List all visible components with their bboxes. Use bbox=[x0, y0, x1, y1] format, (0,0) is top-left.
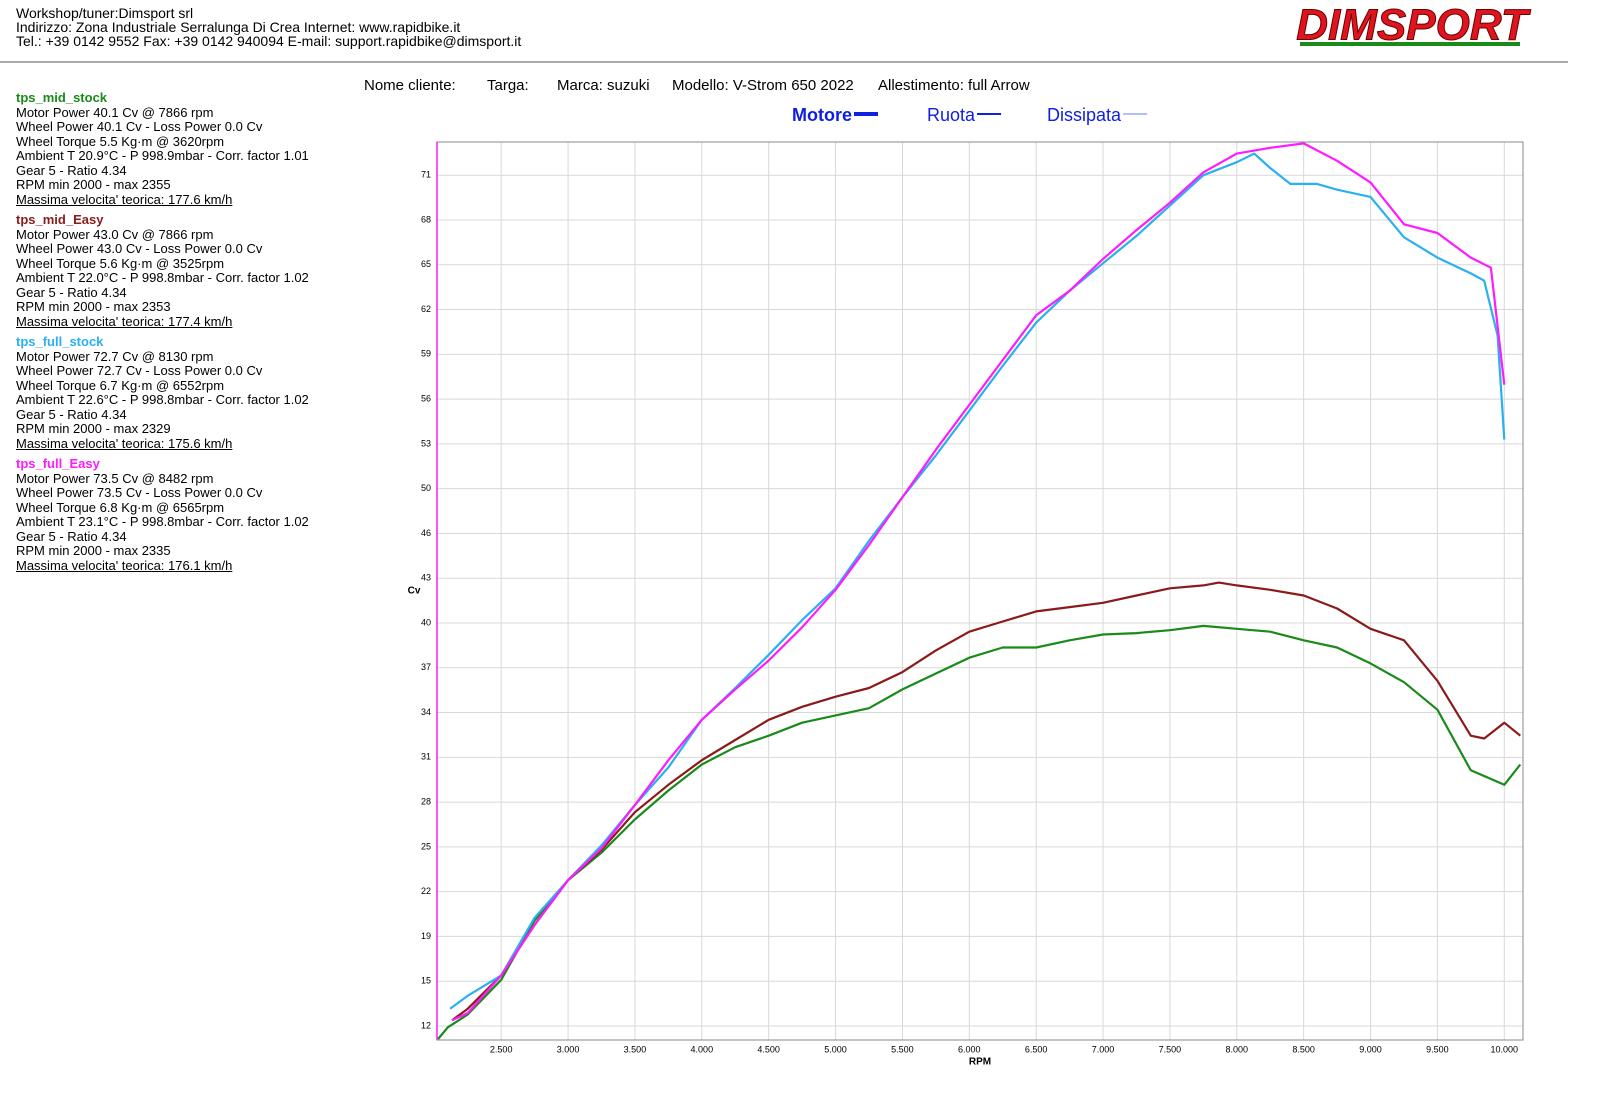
series-info: Ambient T 22.0°C - P 998.8mbar - Corr. f… bbox=[16, 270, 309, 285]
y-tick-label: 25 bbox=[421, 841, 431, 851]
x-tick-label: 3.000 bbox=[557, 1044, 580, 1054]
series-info: Wheel Power 73.5 Cv - Loss Power 0.0 Cv bbox=[16, 485, 263, 500]
series-info: Gear 5 - Ratio 4.34 bbox=[16, 162, 127, 178]
y-tick-label: 15 bbox=[421, 976, 431, 986]
y-tick-label: 40 bbox=[421, 617, 431, 627]
power-curve bbox=[449, 152, 1506, 1010]
x-tick-label: 8.000 bbox=[1226, 1044, 1249, 1054]
y-axis-title: Cv bbox=[408, 586, 421, 597]
x-tick-label: 6.000 bbox=[958, 1044, 981, 1054]
header-line: Indirizzo: Zona Industriale Serralunga D… bbox=[16, 19, 461, 35]
y-tick-label: 37 bbox=[421, 662, 431, 672]
power-curve bbox=[451, 581, 1521, 1022]
series-info: Wheel Torque 5.5 Kg·m @ 3620rpm bbox=[16, 133, 225, 149]
x-axis-title: RPM bbox=[969, 1057, 991, 1068]
series-info: Wheel Torque 5.6 Kg·m @ 3525rpm bbox=[16, 255, 225, 271]
y-tick-label: 65 bbox=[421, 259, 431, 269]
series-title: tps_mid_Easy bbox=[16, 212, 104, 227]
vehicle-field: Allestimento: full Arrow bbox=[878, 77, 1030, 94]
y-tick-label: 68 bbox=[421, 214, 431, 224]
y-tick-label: 28 bbox=[421, 796, 431, 806]
header: Workshop/tuner:Dimsport srl Indirizzo: Z… bbox=[16, 6, 521, 48]
series-title: tps_full_stock bbox=[16, 334, 104, 349]
y-tick-label: 71 bbox=[421, 170, 431, 180]
x-tick-label: 4.500 bbox=[757, 1044, 780, 1054]
series-info: Wheel Power 72.7 Cv - Loss Power 0.0 Cv bbox=[16, 363, 263, 378]
y-tick-label: 53 bbox=[421, 438, 431, 448]
vehicle-field: Nome cliente: bbox=[364, 77, 456, 94]
vehicle-field: Marca: suzuki bbox=[557, 77, 650, 94]
series-info: Wheel Power 40.1 Cv - Loss Power 0.0 Cv bbox=[16, 119, 263, 134]
x-tick-label: 9.500 bbox=[1426, 1044, 1449, 1054]
series-info: Motor Power 72.7 Cv @ 8130 rpm bbox=[16, 348, 214, 364]
curve-type-label: Dissipata bbox=[1047, 105, 1122, 125]
series-info: Ambient T 23.1°C - P 998.8mbar - Corr. f… bbox=[16, 514, 309, 529]
x-tick-label: 5.500 bbox=[891, 1044, 914, 1054]
series-info: Gear 5 - Ratio 4.34 bbox=[16, 406, 127, 422]
series-info: RPM min 2000 - max 2329 bbox=[16, 421, 171, 436]
x-tick-label: 7.000 bbox=[1092, 1044, 1115, 1054]
series-info: RPM min 2000 - max 2355 bbox=[16, 177, 171, 192]
series-info: Ambient T 20.9°C - P 998.9mbar - Corr. f… bbox=[16, 148, 309, 163]
x-tick-label: 3.500 bbox=[624, 1044, 647, 1054]
y-tick-label: 46 bbox=[421, 528, 431, 538]
series-info: Motor Power 73.5 Cv @ 8482 rpm bbox=[16, 470, 214, 486]
series-title: tps_mid_stock bbox=[16, 90, 108, 105]
header-line: Tel.: +39 0142 9552 Fax: +39 0142 940094… bbox=[16, 33, 522, 49]
logo-stripe bbox=[1300, 42, 1520, 46]
series-info: Gear 5 - Ratio 4.34 bbox=[16, 528, 127, 544]
series-info: Massima velocita' teorica: 177.6 km/h bbox=[16, 191, 233, 207]
series-info: Wheel Power 43.0 Cv - Loss Power 0.0 Cv bbox=[16, 241, 263, 256]
x-tick-label: 4.000 bbox=[691, 1044, 714, 1054]
curve-type-label: Motore bbox=[792, 105, 852, 125]
y-tick-label: 62 bbox=[421, 304, 431, 314]
series-info: Massima velocita' teorica: 177.4 km/h bbox=[16, 313, 233, 329]
info-panel: tps_mid_stock Motor Power 40.1 Cv @ 7866 … bbox=[16, 90, 309, 579]
series-info: Wheel Torque 6.8 Kg·m @ 6565rpm bbox=[16, 499, 225, 515]
logo: DIMSPORT bbox=[1296, 1, 1531, 50]
x-tick-label: 10.000 bbox=[1491, 1044, 1519, 1054]
y-tick-label: 50 bbox=[421, 483, 431, 493]
power-curve bbox=[437, 624, 1522, 1040]
y-tick-label: 12 bbox=[421, 1020, 431, 1030]
series-info: Massima velocita' teorica: 175.6 km/h bbox=[16, 435, 233, 451]
series-title: tps_full_Easy bbox=[16, 456, 100, 471]
y-tick-label: 19 bbox=[421, 931, 431, 941]
x-tick-label: 7.500 bbox=[1159, 1044, 1182, 1054]
x-tick-label: 5.000 bbox=[824, 1044, 847, 1054]
plot-frame bbox=[436, 141, 1524, 1041]
x-tick-label: 8.500 bbox=[1292, 1044, 1315, 1054]
y-tick-label: 31 bbox=[421, 752, 431, 762]
x-tick-label: 6.500 bbox=[1025, 1044, 1048, 1054]
series-info: Motor Power 43.0 Cv @ 7866 rpm bbox=[16, 226, 214, 242]
header-line: Workshop/tuner:Dimsport srl bbox=[16, 5, 194, 21]
power-curve bbox=[451, 142, 1506, 1022]
y-tick-label: 22 bbox=[421, 886, 431, 896]
series-info: Motor Power 40.1 Cv @ 7866 rpm bbox=[16, 104, 214, 120]
series-info: RPM min 2000 - max 2335 bbox=[16, 543, 171, 558]
x-tick-label: 2.500 bbox=[490, 1044, 513, 1054]
y-tick-label: 43 bbox=[421, 573, 431, 583]
y-tick-label: 34 bbox=[421, 707, 431, 717]
series-info: Gear 5 - Ratio 4.34 bbox=[16, 284, 127, 300]
curve-type-label: Ruota bbox=[927, 105, 976, 125]
series-info: Ambient T 22.6°C - P 998.8mbar - Corr. f… bbox=[16, 392, 309, 407]
vehicle-field: Targa: bbox=[487, 77, 529, 94]
vehicle-field: Modello: V-Strom 650 2022 bbox=[672, 77, 854, 94]
y-tick-label: 56 bbox=[421, 393, 431, 403]
series-info: RPM min 2000 - max 2353 bbox=[16, 299, 171, 314]
series-info: Massima velocita' teorica: 176.1 km/h bbox=[16, 557, 233, 573]
series-info: Wheel Torque 6.7 Kg·m @ 6552rpm bbox=[16, 377, 225, 393]
x-tick-label: 9.000 bbox=[1359, 1044, 1382, 1054]
y-tick-label: 59 bbox=[421, 349, 431, 359]
